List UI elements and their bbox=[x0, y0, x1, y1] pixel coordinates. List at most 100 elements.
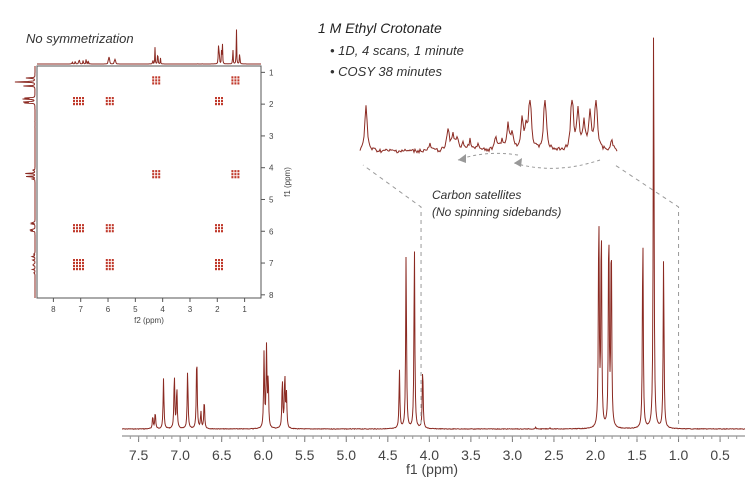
cosy-x-tick-label: 4 bbox=[160, 305, 165, 314]
cross-peak-dot bbox=[234, 82, 237, 85]
cross-peak-dot bbox=[221, 259, 223, 262]
cosy-x-tick-label: 7 bbox=[78, 305, 83, 314]
cross-peak-dot bbox=[76, 103, 78, 106]
x-tick-label: 6.0 bbox=[253, 447, 273, 463]
cosy-x-tick-label: 1 bbox=[242, 305, 247, 314]
cosy-y-tick-label: 7 bbox=[269, 259, 274, 268]
cross-peak-dot bbox=[218, 97, 220, 100]
cross-peak-dot bbox=[111, 103, 114, 106]
cross-peak bbox=[152, 170, 161, 179]
x-tick-label: 1.0 bbox=[669, 447, 689, 463]
cross-peak-dot bbox=[111, 230, 114, 233]
cross-peak-dot bbox=[111, 100, 114, 103]
cross-peak-dot bbox=[73, 259, 75, 262]
cross-peak-dot bbox=[158, 170, 161, 173]
cross-peak-dot bbox=[82, 97, 84, 100]
cross-peak bbox=[215, 224, 223, 233]
cross-peak-dot bbox=[111, 224, 114, 227]
cross-peak-dot bbox=[234, 79, 237, 82]
x-tick-label: 1.5 bbox=[627, 447, 647, 463]
cross-peak-dot bbox=[108, 268, 111, 271]
expansion-trace bbox=[359, 99, 618, 155]
cross-peak-dot bbox=[158, 176, 161, 179]
cross-peak-dot bbox=[237, 82, 240, 85]
cross-peak-dot bbox=[221, 268, 223, 271]
cross-peak-dot bbox=[73, 265, 75, 268]
arrow-left bbox=[457, 152, 519, 161]
x-tick-label: 5.0 bbox=[337, 447, 357, 463]
cross-peak-dot bbox=[111, 268, 114, 271]
cross-peak-dot bbox=[82, 227, 84, 230]
cross-peak-dot bbox=[215, 97, 217, 100]
cross-peak-dot bbox=[221, 103, 223, 106]
arrowhead-left-icon bbox=[458, 154, 466, 163]
cross-peak-dot bbox=[215, 100, 217, 103]
cross-peak-dot bbox=[218, 265, 220, 268]
cosy-x-axis-label: f2 (ppm) bbox=[134, 316, 164, 325]
cross-peak-dot bbox=[82, 259, 84, 262]
cosy-plot: 8 7 6 5 4 3 2 1 1 2 3 4 5 6 7 8 f2 (ppm) f1 (ppm) bbox=[14, 29, 292, 325]
cross-peak-dot bbox=[82, 100, 84, 103]
cross-peak-dot bbox=[105, 224, 108, 227]
cross-peak-dot bbox=[155, 173, 158, 176]
cross-peak bbox=[73, 97, 84, 106]
cross-peak-dot bbox=[218, 259, 220, 262]
cross-peak-dot bbox=[218, 268, 220, 271]
cross-peak-dot bbox=[79, 259, 81, 262]
cross-peak-dot bbox=[76, 227, 78, 230]
cross-peak-dot bbox=[76, 230, 78, 233]
x-tick-label: 7.5 bbox=[129, 447, 149, 463]
cross-peak-dot bbox=[111, 265, 114, 268]
cosy-x-tick-label: 2 bbox=[215, 305, 220, 314]
cross-peak-dot bbox=[152, 170, 155, 173]
cross-peak bbox=[231, 170, 240, 179]
cross-peak-dot bbox=[73, 100, 75, 103]
cross-peak-dot bbox=[105, 268, 108, 271]
cross-peak-dot bbox=[218, 230, 220, 233]
cross-peak-dot bbox=[231, 79, 234, 82]
cosy-y-tick-label: 2 bbox=[269, 100, 274, 109]
cross-peak-dot bbox=[152, 79, 155, 82]
cosy-x-tick-label: 8 bbox=[51, 305, 56, 314]
cross-peak-dot bbox=[234, 176, 237, 179]
expansion-guides bbox=[362, 164, 680, 424]
annotation-no-sidebands: (No spinning sidebands) bbox=[432, 205, 562, 219]
cross-peak-dot bbox=[152, 173, 155, 176]
x-tick-label: 0.5 bbox=[710, 447, 730, 463]
satellite-expansion-inset bbox=[359, 99, 618, 169]
cosy-y-axis-label: f1 (ppm) bbox=[283, 167, 292, 197]
annotation-carbon-satellites: Carbon satellites bbox=[432, 188, 522, 202]
cross-peak-dot bbox=[76, 265, 78, 268]
cross-peak-dot bbox=[221, 262, 223, 265]
cross-peak-dot bbox=[82, 230, 84, 233]
cross-peak-dot bbox=[215, 224, 217, 227]
cross-peak-dot bbox=[76, 259, 78, 262]
cosy-cross-peaks bbox=[73, 76, 240, 271]
x-tick-label: 2.5 bbox=[544, 447, 564, 463]
spectrum-trace bbox=[122, 37, 746, 430]
cross-peak-dot bbox=[221, 224, 223, 227]
cross-peak bbox=[215, 259, 223, 271]
cross-peak-dot bbox=[82, 262, 84, 265]
cross-peak-dot bbox=[111, 259, 114, 262]
cross-peak bbox=[105, 259, 114, 271]
cross-peak bbox=[152, 76, 161, 85]
cross-peak-dot bbox=[73, 224, 75, 227]
arrow-right bbox=[513, 159, 601, 169]
cosy-x-tick-label: 6 bbox=[106, 305, 111, 314]
cross-peak-dot bbox=[155, 76, 158, 79]
cosy-y-tick-label: 1 bbox=[269, 68, 274, 77]
cosy-y-tick-label: 5 bbox=[269, 195, 274, 204]
cross-peak bbox=[231, 76, 240, 85]
x-axis-ticks: 7.5 7.0 6.5 6.0 5.5 5.0 4.5 4.0 3.5 3.0 2.5 2.0 1.5 1… bbox=[129, 436, 738, 463]
cosy-x-tick-label: 3 bbox=[188, 305, 193, 314]
cross-peak-dot bbox=[105, 265, 108, 268]
cross-peak bbox=[215, 97, 223, 106]
x-tick-label: 3.5 bbox=[461, 447, 481, 463]
cross-peak-dot bbox=[108, 259, 111, 262]
cross-peak-dot bbox=[237, 173, 240, 176]
cross-peak-dot bbox=[158, 173, 161, 176]
cross-peak-dot bbox=[221, 230, 223, 233]
